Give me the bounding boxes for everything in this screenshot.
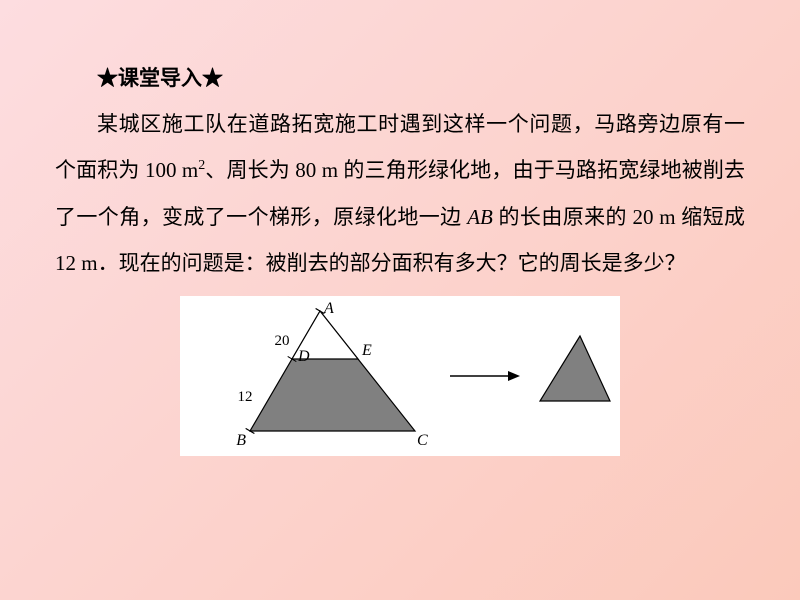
- label-c: C: [417, 432, 428, 449]
- label-b: B: [236, 432, 246, 449]
- label-12: 12: [238, 389, 253, 405]
- figure-svg: A B C D E 20 12: [180, 296, 620, 456]
- problem-text: 某城区施工队在道路拓宽施工时遇到这样一个问题，马路旁边原有一个面积为 100 m…: [55, 101, 745, 286]
- geometry-figure: A B C D E 20 12: [180, 296, 620, 456]
- label-20: 20: [275, 333, 290, 349]
- label-a: A: [323, 300, 334, 317]
- arrow-head: [508, 371, 520, 381]
- segment-ab: AB: [467, 205, 493, 229]
- label-e: E: [361, 342, 372, 359]
- cut-triangle-right: [540, 336, 610, 401]
- lesson-heading: ★课堂导入★: [55, 55, 745, 101]
- label-d: D: [297, 348, 310, 365]
